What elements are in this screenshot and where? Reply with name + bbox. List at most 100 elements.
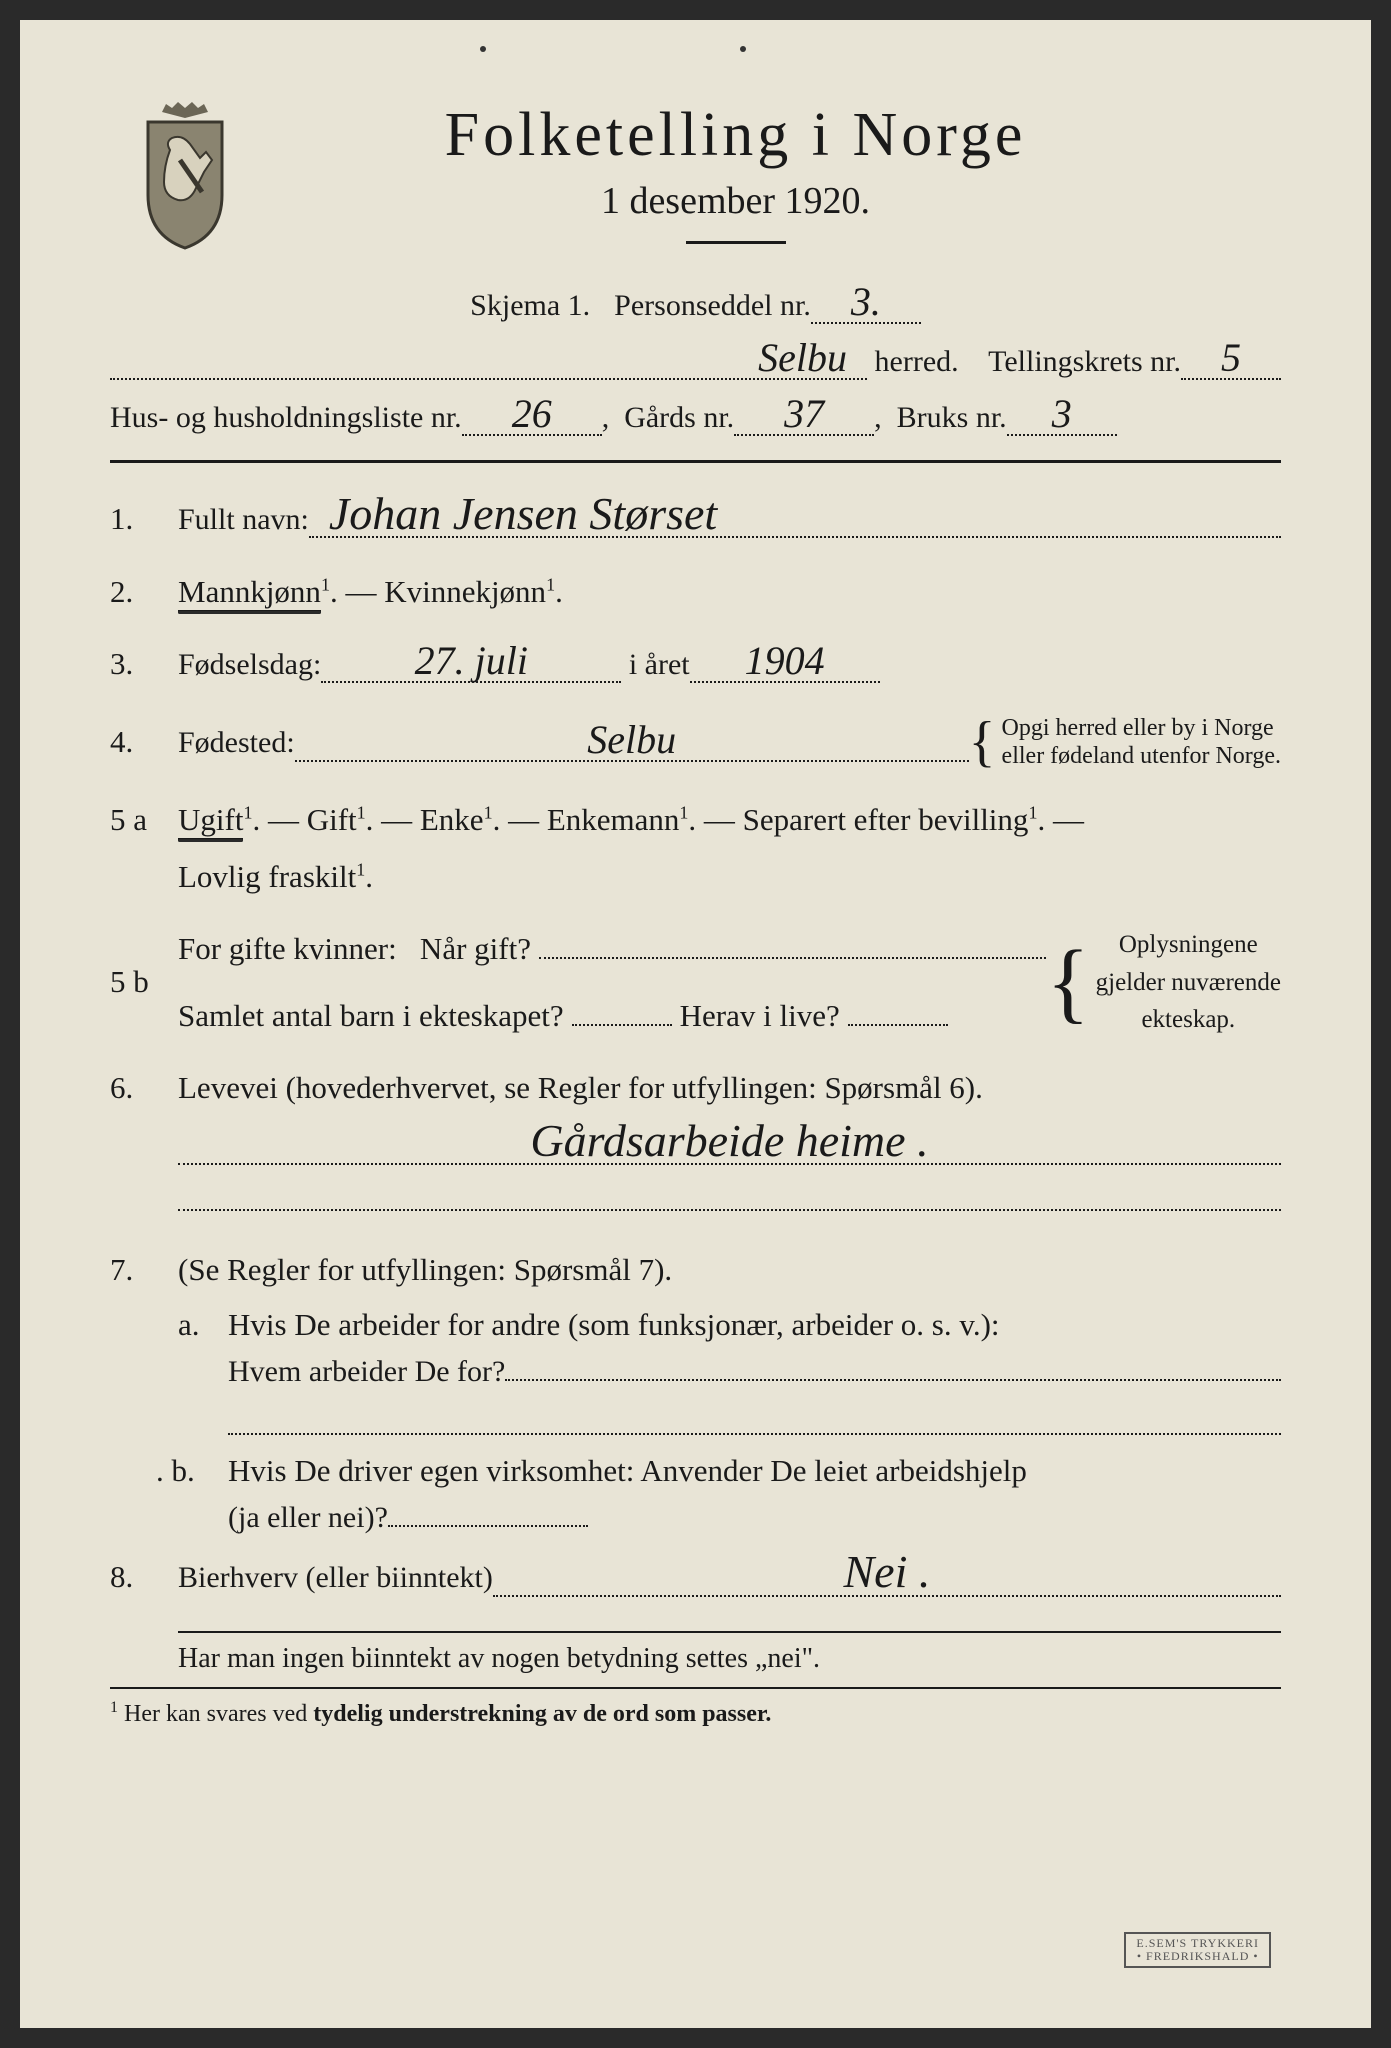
hus-nr-value: 26 [462,396,602,436]
herred-line: Selbu herred. Tellingskrets nr. 5 [110,340,1281,380]
q4-num: 4. [110,719,178,766]
q4-label: Fødested: [178,720,295,765]
bottom-rule [178,1631,1281,1633]
q7b-dot: . b. [156,1453,228,1489]
crest-svg [130,100,240,250]
q1-label: Fullt navn: [178,497,309,542]
section-divider [110,460,1281,463]
hus-label-1: Hus- og husholdningsliste nr. [110,401,462,435]
q2-kvinnekjonn: Kvinnekjønn [384,574,546,609]
brace-icon: { [1046,947,1089,1019]
herred-label: herred. Tellingskrets nr. [867,345,1181,379]
q8-value: Nei . [493,1551,1281,1596]
q5a-ugift: Ugift [178,802,243,841]
bottom-note: Har man ingen biinntekt av nogen betydni… [178,1643,1281,1675]
q1-num: 1. [110,496,178,543]
q5b-live-value [848,1022,948,1026]
personseddel-label: Personseddel nr. [614,289,811,323]
q1: 1. Fullt navn: Johan Jensen Størset [110,493,1281,543]
footnote-sup: 1 [110,1699,118,1716]
footnote-rule [110,1687,1281,1689]
q7-label: (Se Regler for utfyllingen: Spørsmål 7). [178,1252,672,1287]
stamp-l1: E.SEM'S TRYKKERI [1136,1937,1259,1950]
q5b-gift-value [539,955,1046,959]
gards-label: , Gårds nr. [602,401,734,435]
q7a-l1: Hvis De arbeider for andre (som funksjon… [228,1307,1000,1343]
q7a: a. Hvis De arbeider for andre (som funks… [178,1307,1281,1435]
q5b-note: { Oplysningene gjelder nuværende ekteska… [1046,926,1281,1039]
q5a-end: . — [1037,802,1084,837]
q5b-l2: Samlet antal barn i ekteskapet? [178,993,564,1040]
bruks-label: , Bruks nr. [874,401,1007,435]
q5a: 5 a Ugift1. — Gift1. — Enke1. — Enkemann… [110,797,1281,844]
q3-mid: i året [621,642,689,687]
q4: 4. Fødested: Selbu { Opgi herred eller b… [110,714,1281,772]
q3-num: 3. [110,641,178,688]
q7a-l2: Hvem arbeider De for? [228,1355,505,1389]
q7-num: 7. [110,1247,178,1294]
q5b-l3: Herav i live? [680,993,840,1040]
footnote-bold: tydelig understrekning av de ord som pas… [313,1701,771,1727]
q2-end: . [555,574,563,609]
q1-value: Johan Jensen Størset [309,493,1281,538]
header: Folketelling i Norge 1 desember 1920. [110,100,1281,244]
q5b-note-l1: Oplysningene [1119,931,1258,958]
q6-num: 6. [110,1065,178,1112]
q4-note: { Opgi herred eller by i Norge eller fød… [969,714,1281,772]
q5a-r2: . — Gift [252,802,356,837]
q3-label: Fødselsdag: [178,642,321,687]
q3-day-value: 27. juli [321,643,621,683]
skjema-label-1: Skjema 1. [470,289,590,323]
q7b-l2: (ja eller nei)? [228,1501,388,1535]
q4-note-l1: Opgi herred eller by i Norge [1002,715,1274,741]
q8-num: 8. [110,1554,178,1601]
q6-label: Levevei (hovederhvervet, se Regler for u… [178,1070,983,1105]
page-title: Folketelling i Norge [190,100,1281,171]
q7a-value [505,1377,1281,1381]
title-divider [686,241,786,244]
stamp-l2: • FREDRIKSHALD • [1136,1950,1259,1963]
footnote-text: Her kan svares ved [124,1701,313,1727]
q6-value-line: Gårdsarbeide heime . [178,1120,1281,1165]
q7b-value [388,1523,588,1527]
printer-stamp: E.SEM'S TRYKKERI • FREDRIKSHALD • [1124,1932,1271,1968]
q7b-l1: Hvis De driver egen virksomhet: Anvender… [228,1453,1027,1489]
q5a-lovlig: Lovlig fraskilt [178,859,356,894]
q2-sup2: 1 [546,574,555,594]
q5a-r4: . — Enkemann [493,802,680,837]
q3: 3. Fødselsdag: 27. juli i året 1904 [110,641,1281,688]
q4-value: Selbu [295,722,969,762]
q6-value: Gårdsarbeide heime . [178,1120,1281,1165]
q5a-line2: Lovlig fraskilt1. [110,854,1281,901]
q2: 2. Mannkjønn1. — Kvinnekjønn1. [110,569,1281,616]
gards-nr-value: 37 [734,396,874,436]
q3-year-value: 1904 [690,643,880,683]
bruks-nr-value: 3 [1007,396,1117,436]
q5a-s3: 1 [484,803,493,823]
q7: 7. (Se Regler for utfyllingen: Spørsmål … [110,1247,1281,1294]
q7a-num: a. [178,1307,228,1343]
coat-of-arms-icon [130,100,240,250]
q2-dash: . — [330,574,384,609]
herred-value: Selbu [110,340,867,380]
q6-blank-line [178,1175,1281,1211]
q8-label: Bierhverv (eller biinntekt) [178,1555,493,1600]
q5a-num: 5 a [110,797,178,844]
personseddel-nr-value: 3. [811,284,921,324]
q5a-end2: . [365,859,373,894]
q5b-note-l3: ekteskap. [1141,1006,1235,1033]
q5b-barn-value [572,1022,672,1026]
brace-icon: { [969,720,996,765]
q5b: 5 b For gifte kvinner: Når gift? Samlet … [110,926,1281,1039]
q5a-r5: . — Separert efter bevilling [688,802,1028,837]
q7b: . b. Hvis De driver egen virksomhet: Anv… [178,1453,1281,1535]
q5a-s6: 1 [356,859,365,879]
census-form-page: Folketelling i Norge 1 desember 1920. Sk… [20,20,1371,2028]
q5b-note-l2: gjelder nuværende [1096,969,1281,996]
q5a-r3: . — Enke [366,802,484,837]
q5b-l1: For gifte kvinner: Når gift? [178,926,531,973]
footnote: 1 Her kan svares ved tydelig understrekn… [110,1699,1281,1728]
speck [740,46,746,52]
q2-num: 2. [110,569,178,616]
q2-mannkjonn: Mannkjønn [178,574,321,613]
